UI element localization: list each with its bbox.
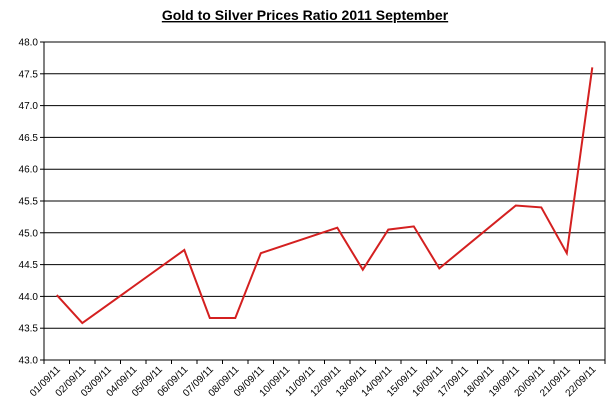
y-tick-label: 47.0 <box>19 101 39 112</box>
y-tick-label: 43.0 <box>19 356 39 367</box>
y-tick-label: 46.5 <box>19 133 39 144</box>
y-tick-label: 47.5 <box>19 69 39 80</box>
y-tick-label: 46.0 <box>19 165 39 176</box>
y-tick-label: 44.0 <box>19 292 39 303</box>
y-tick-label: 45.0 <box>19 228 39 239</box>
y-tick-label: 48.0 <box>19 38 39 49</box>
series-line <box>56 67 594 325</box>
y-tick-label: 43.5 <box>19 324 39 335</box>
y-tick-label: 44.5 <box>19 260 39 271</box>
y-tick-label: 45.5 <box>19 197 39 208</box>
chart-title: Gold to Silver Prices Ratio 2011 Septemb… <box>162 7 449 23</box>
